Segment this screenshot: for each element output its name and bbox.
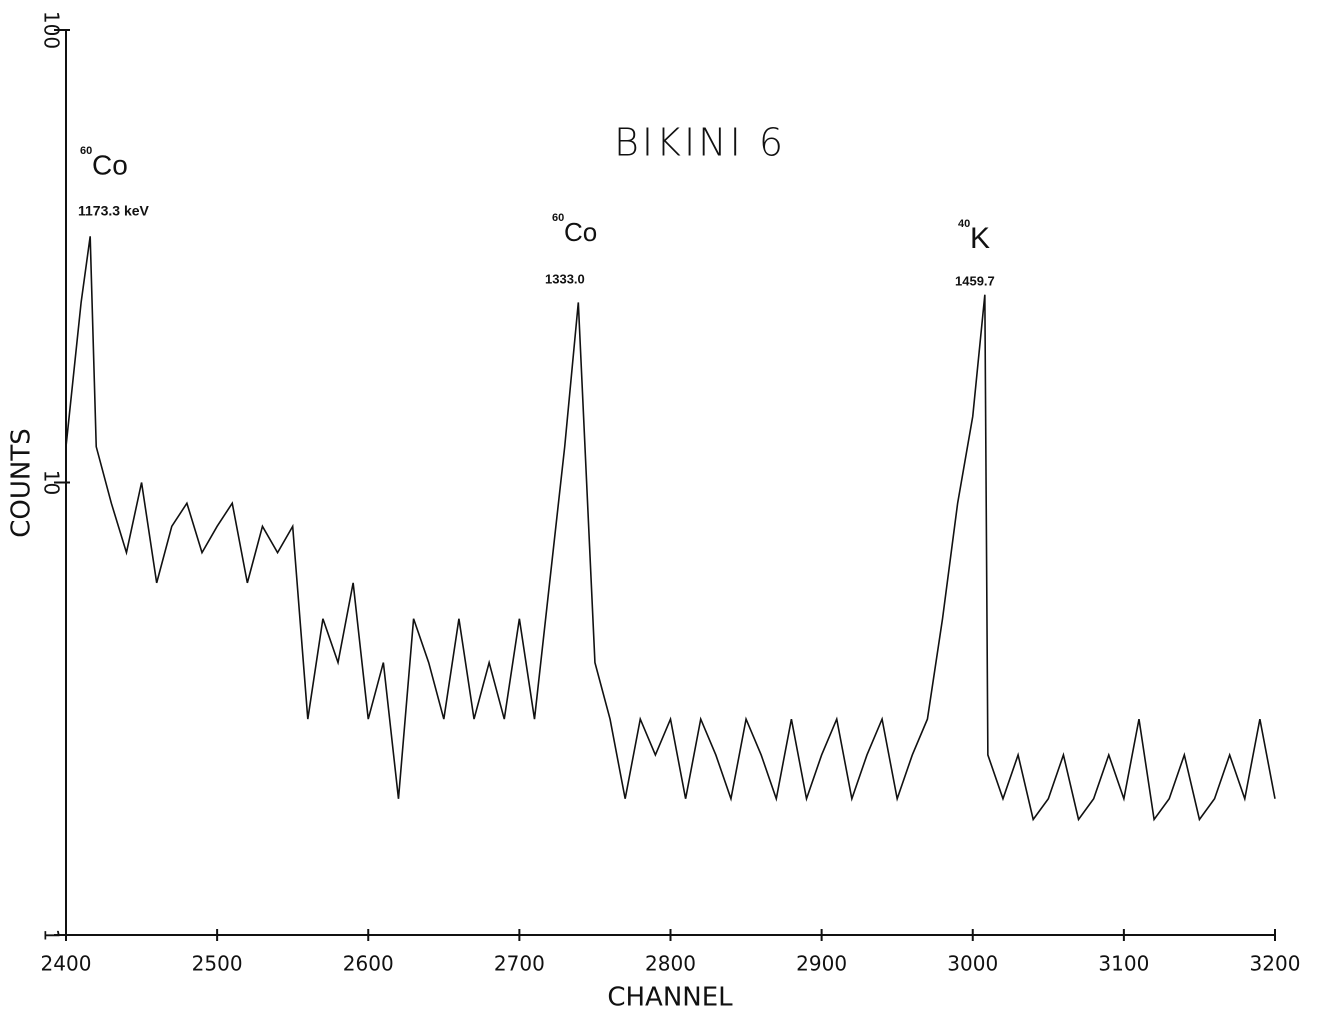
chart-title: BIKINI 6	[614, 121, 786, 165]
isotope-symbol: Co	[92, 149, 128, 180]
x-axis-label: CHANNEL	[607, 983, 733, 1013]
x-tick-label: 2900	[796, 952, 847, 976]
x-tick-label: 2800	[645, 952, 696, 976]
y-tick-label: 10	[40, 470, 64, 495]
x-tick-label: 3200	[1250, 952, 1301, 976]
x-tick-label: 3100	[1098, 952, 1149, 976]
peak-energy: 1173.3 keV	[78, 203, 150, 219]
isotope-symbol: K	[970, 222, 990, 255]
y-axis-label: COUNTS	[7, 428, 37, 537]
x-tick-label: 2700	[494, 952, 545, 976]
y-tick-label: 1	[40, 929, 64, 942]
x-tick-label: 2600	[343, 952, 394, 976]
isotope-symbol: Co	[564, 217, 597, 247]
x-tick-label: 2500	[192, 952, 243, 976]
isotope-mass: 40	[958, 218, 970, 230]
spectrum-line	[65, 236, 1276, 822]
peak-energy: 1333.0	[545, 271, 585, 286]
y-tick-label: 100	[40, 11, 64, 49]
peak-energy: 1459.7	[955, 273, 995, 288]
x-tick-label: 3000	[947, 952, 998, 976]
isotope-mass: 60	[80, 145, 92, 157]
x-tick-label: 2400	[41, 952, 92, 976]
isotope-mass: 60	[552, 212, 564, 224]
